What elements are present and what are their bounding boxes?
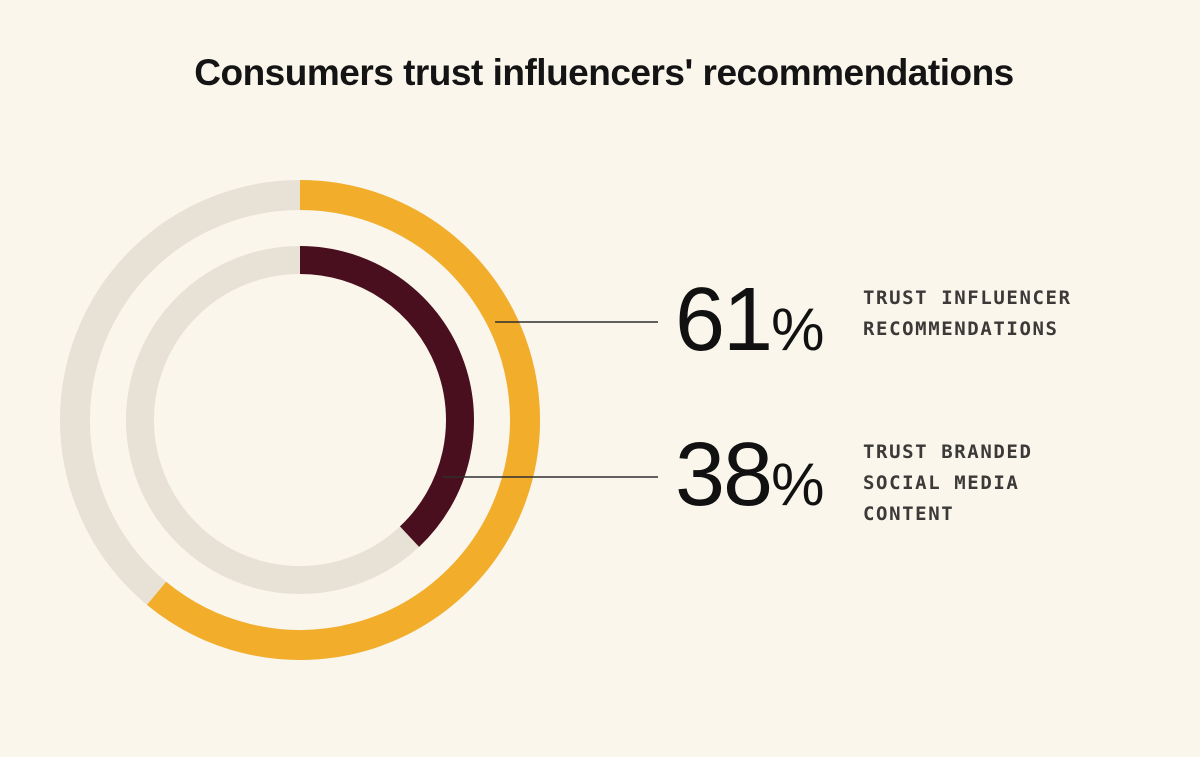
inner-percentage-value: 38% [675, 430, 824, 520]
inner-ring-arc [299, 246, 474, 547]
outer-percentage-value: 61% [675, 275, 824, 365]
outer-series-label: TRUST INFLUENCER RECOMMENDATIONS [863, 283, 1072, 345]
outer-label-line-1: TRUST INFLUENCER [863, 287, 1072, 309]
outer-percentage-number: 61 [675, 270, 773, 370]
inner-percentage-number: 38 [675, 425, 773, 525]
inner-label-line-3: CONTENT [863, 503, 955, 525]
inner-label-line-1: TRUST BRANDED [863, 441, 1033, 463]
inner-series-label: TRUST BRANDED SOCIAL MEDIA CONTENT [863, 437, 1033, 530]
outer-label-line-2: RECOMMENDATIONS [863, 318, 1059, 340]
outer-percentage-sign: % [771, 296, 825, 363]
inner-percentage-sign: % [771, 451, 825, 518]
chart-title: Consumers trust influencers' recommendat… [194, 52, 1014, 93]
outer-ring-arc [147, 180, 540, 660]
inner-label-line-2: SOCIAL MEDIA [863, 472, 1020, 494]
